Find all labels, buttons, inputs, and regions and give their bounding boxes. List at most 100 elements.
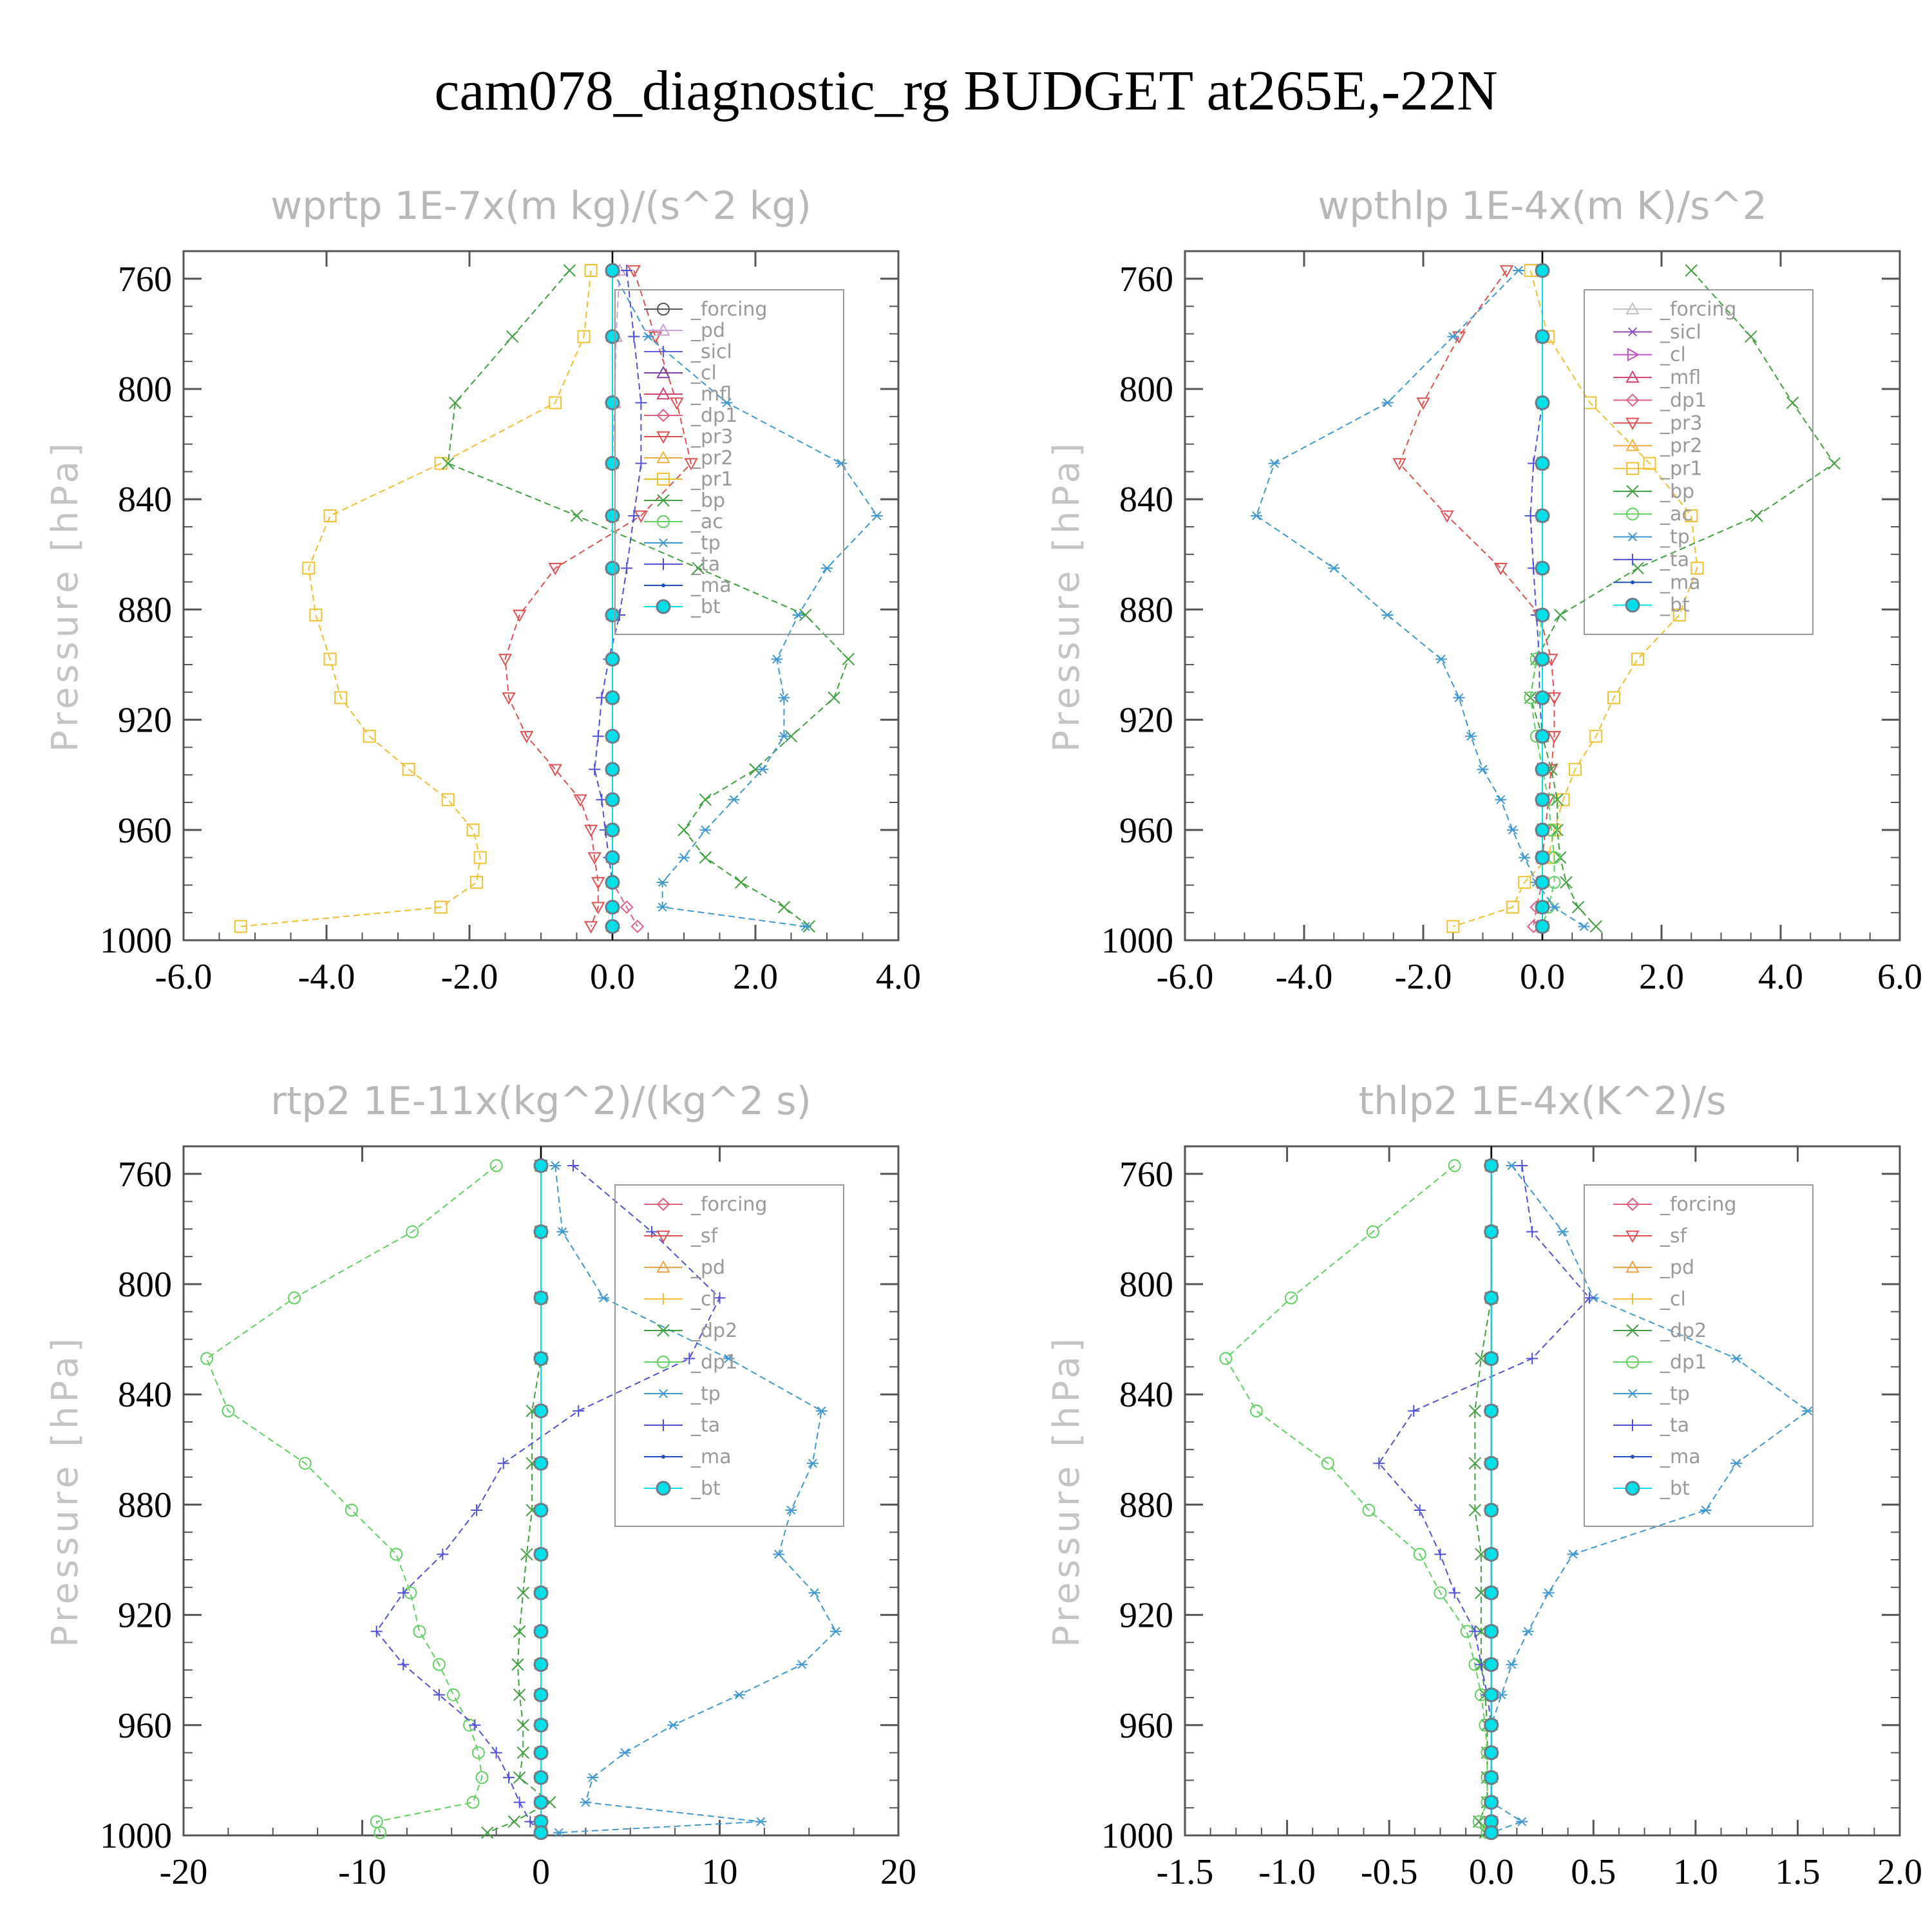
- data-point: [1453, 693, 1465, 703]
- x-tick-label: 4.0: [876, 957, 921, 997]
- legend-marker: [1626, 462, 1639, 475]
- data-point: [533, 1657, 549, 1672]
- data-point: [678, 853, 690, 862]
- data-point: [1469, 1625, 1481, 1638]
- data-point: [1477, 764, 1489, 774]
- data-point: [692, 562, 705, 574]
- data-point: [1643, 457, 1656, 470]
- legend-box: [614, 1184, 844, 1527]
- data-point: [683, 1352, 696, 1365]
- data-point: [1535, 651, 1550, 667]
- data-point: [1578, 922, 1590, 931]
- data-point: [298, 1457, 312, 1470]
- legend-item: _dp1: [644, 1351, 737, 1374]
- legend-item: _bt: [644, 596, 721, 618]
- legend-marker: [656, 450, 670, 464]
- data-point: [778, 693, 790, 703]
- legend-item: _pr2: [1613, 435, 1702, 457]
- data-point: [1535, 850, 1550, 866]
- series-line: [594, 270, 642, 927]
- legend-marker: [656, 1260, 670, 1273]
- data-point: [828, 691, 840, 705]
- legend-marker: [1627, 532, 1638, 542]
- data-point: [1535, 607, 1550, 623]
- data-point: [815, 1406, 828, 1416]
- data-point: [1535, 329, 1550, 345]
- data-point: [684, 458, 698, 471]
- data-point: [498, 654, 513, 667]
- data-point: [829, 1627, 842, 1636]
- data-point: [1413, 1548, 1426, 1561]
- data-point: [1685, 264, 1698, 277]
- data-point: [605, 456, 620, 471]
- legend-item: _ac: [644, 511, 723, 533]
- legend-label: _tp: [1660, 1383, 1690, 1405]
- series_dp2: [481, 1159, 556, 1839]
- x-tick-label: 0.0: [1469, 1852, 1514, 1892]
- data-point: [1554, 609, 1567, 621]
- legend-marker: [1626, 485, 1639, 498]
- data-point: [548, 563, 562, 576]
- legend-item: _ac: [1613, 503, 1692, 526]
- data-point: [1802, 1406, 1814, 1416]
- legend-label: _tp: [690, 1383, 721, 1405]
- series_tp: [607, 265, 883, 931]
- legend-item: _pd: [1613, 1256, 1694, 1279]
- series-line: [1452, 270, 1698, 927]
- data-point: [516, 1746, 529, 1759]
- data-point: [323, 652, 337, 666]
- series-line: [1225, 1165, 1488, 1833]
- data-point: [1535, 792, 1550, 808]
- data-point: [533, 1770, 549, 1785]
- data-point: [584, 263, 598, 277]
- data-point: [549, 1160, 562, 1170]
- series_pr3: [498, 265, 698, 934]
- legend: _forcing_pd_sicl_cl_mfl_dp1_pr3_pr2_pr1_…: [614, 289, 844, 635]
- data-point: [1381, 398, 1394, 408]
- legend-label: _bt: [690, 1477, 721, 1500]
- data-point: [1786, 396, 1799, 410]
- data-point: [1589, 920, 1602, 933]
- data-point: [471, 1746, 485, 1759]
- data-point: [778, 732, 790, 741]
- data-point: [533, 1745, 549, 1761]
- y-tick-label: 800: [118, 1265, 172, 1305]
- series_bp: [441, 264, 855, 933]
- data-point: [222, 1404, 235, 1417]
- plot-frame: [1184, 1145, 1901, 1837]
- legend-label: _sicl: [690, 341, 732, 363]
- data-point: [533, 1351, 549, 1367]
- data-point: [1250, 1404, 1263, 1417]
- panel-3: rtp2 1E-11x(kg^2)/(kg^2 s) Pressure [hPa]…: [44, 1079, 916, 1892]
- legend-item: _tp: [644, 532, 721, 554]
- legend-item: _bt: [1613, 594, 1690, 617]
- data-point: [1484, 1546, 1499, 1562]
- legend-label: _tp: [690, 532, 721, 554]
- data-point: [605, 651, 620, 667]
- data-point: [533, 1455, 549, 1471]
- series-line: [240, 270, 592, 927]
- data-point: [1484, 1351, 1499, 1367]
- x-tick-label: 0.0: [590, 957, 635, 997]
- legend-item: _ma: [644, 1446, 732, 1468]
- legend-label: _dp1: [690, 404, 737, 427]
- data-point: [1700, 1505, 1712, 1515]
- series_ta: [370, 1159, 726, 1839]
- data-point: [1475, 1586, 1488, 1600]
- legend-label: _mfl: [690, 383, 732, 406]
- data-point: [1730, 1354, 1743, 1363]
- data-point: [1685, 509, 1698, 522]
- data-point: [200, 1352, 214, 1365]
- legend-item: _forcing: [644, 298, 767, 321]
- y-tick-label: 920: [1119, 701, 1173, 741]
- data-point: [1547, 731, 1562, 744]
- data-point: [605, 395, 620, 410]
- data-point: [516, 1719, 529, 1732]
- legend: _forcing_sicl_cl_mfl_dp1_pr3_pr2_pr1_bp_…: [1584, 289, 1814, 635]
- data-point: [1506, 1160, 1518, 1170]
- data-point: [1519, 853, 1531, 862]
- data-point: [533, 1687, 549, 1703]
- data-point: [1535, 919, 1550, 934]
- data-point: [605, 900, 620, 915]
- legend-label: _ma: [690, 1446, 732, 1468]
